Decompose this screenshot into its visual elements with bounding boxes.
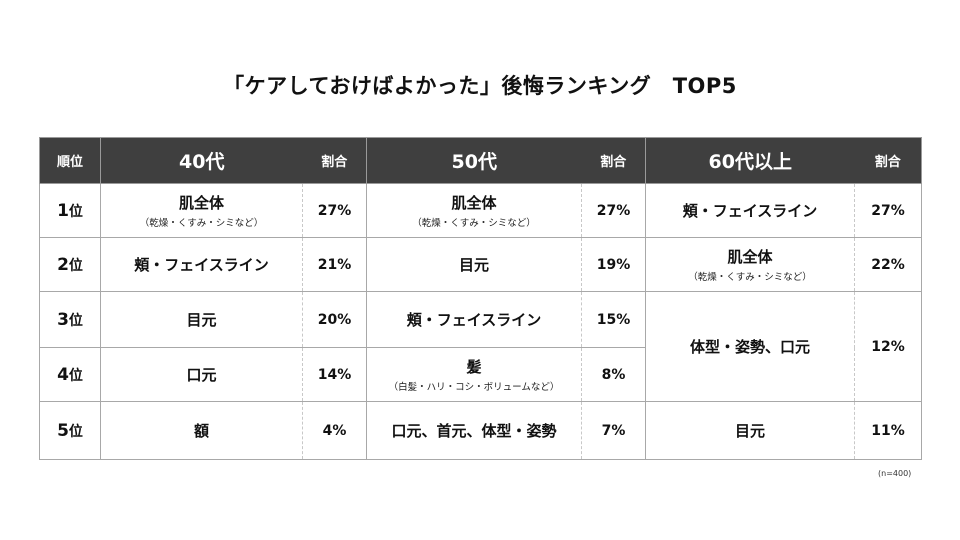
item-cell-60s: 肌全体 （乾燥・くすみ・シミなど） <box>645 237 855 292</box>
item-label: 肌全体 <box>451 194 497 212</box>
item-cell-40s: 額 <box>100 401 303 460</box>
item-cell-50s: 肌全体 （乾燥・くすみ・シミなど） <box>366 183 582 238</box>
item-label: 髪 <box>466 358 482 376</box>
item-label: 目元 <box>186 311 217 329</box>
item-label: 目元 <box>734 422 765 440</box>
rank-number: 5 <box>57 420 69 441</box>
rank-cell: 3位 <box>39 291 101 348</box>
pct-cell-40s: 20% <box>302 291 367 348</box>
item-label: 体型・姿勢、口元 <box>689 338 810 356</box>
rank-suffix: 位 <box>68 367 83 384</box>
item-cell-40s: 頬・フェイスライン <box>100 237 303 292</box>
pct-cell-50s: 15% <box>581 291 646 348</box>
item-sublabel: （乾燥・くすみ・シミなど） <box>688 272 812 283</box>
rank-number: 4 <box>57 364 69 385</box>
pct-cell-40s: 4% <box>302 401 367 460</box>
item-label: 口元、首元、体型・姿勢 <box>391 422 557 440</box>
sample-size-note: (n=400) <box>878 469 912 478</box>
pct-header-40s: 割合 <box>302 137 367 184</box>
pct-cell-50s: 8% <box>581 347 646 402</box>
pct-cell-40s: 14% <box>302 347 367 402</box>
rank-cell: 5位 <box>39 401 101 460</box>
rank-cell: 4位 <box>39 347 101 402</box>
rank-number: 3 <box>57 309 69 330</box>
item-cell-40s: 肌全体 （乾燥・くすみ・シミなど） <box>100 183 303 238</box>
item-cell-40s: 口元 <box>100 347 303 402</box>
pct-cell-60s-merged: 12% <box>854 291 922 402</box>
rank-suffix: 位 <box>68 423 83 440</box>
rank-header: 順位 <box>39 137 101 184</box>
item-cell-50s: 口元、首元、体型・姿勢 <box>366 401 582 460</box>
item-sublabel: （乾燥・くすみ・シミなど） <box>139 218 264 229</box>
item-cell-40s: 目元 <box>100 291 303 348</box>
item-label: 肌全体 <box>178 194 224 212</box>
item-cell-50s: 髪 （白髪・ハリ・コシ・ボリュームなど） <box>366 347 582 402</box>
item-cell-50s: 目元 <box>366 237 582 292</box>
pct-cell-60s: 11% <box>854 401 922 460</box>
rank-suffix: 位 <box>68 257 83 274</box>
rank-suffix: 位 <box>68 203 83 220</box>
item-label: 肌全体 <box>727 248 773 266</box>
age-40s-header: 40代 <box>100 137 303 184</box>
rank-cell: 2位 <box>39 237 101 292</box>
pct-cell-60s: 27% <box>854 183 922 238</box>
table-row: 1位 肌全体 （乾燥・くすみ・シミなど） 27% 肌全体 （乾燥・くすみ・シミなど）… <box>39 183 922 238</box>
item-cell-60s-merged: 体型・姿勢、口元 <box>645 291 855 402</box>
item-label: 目元 <box>458 256 489 274</box>
pct-cell-50s: 19% <box>581 237 646 292</box>
pct-cell-60s: 22% <box>854 237 922 292</box>
age-50s-header: 50代 <box>366 137 582 184</box>
table-row: 3位 目元 20% 頬・フェイスライン 15% 体型・姿勢、口元 12% <box>39 291 922 402</box>
pct-cell-40s: 27% <box>302 183 367 238</box>
rank-number: 2 <box>57 254 69 275</box>
table-row: 4位 口元 14% 髪 （白髪・ハリ・コシ・ボリュームなど） 8% <box>39 347 922 402</box>
pct-cell-40s: 21% <box>302 237 367 292</box>
item-sublabel: （乾燥・くすみ・シミなど） <box>412 218 536 229</box>
page-title: 「ケアしておけばよかった」後悔ランキング TOP5 <box>223 74 737 98</box>
item-cell-50s: 頬・フェイスライン <box>366 291 582 348</box>
item-sublabel: （白髪・ハリ・コシ・ボリュームなど） <box>388 382 560 393</box>
pct-cell-50s: 7% <box>581 401 646 460</box>
item-cell-60s: 目元 <box>645 401 855 460</box>
age-60s-header: 60代以上 <box>645 137 855 184</box>
item-label: 頬・フェイスライン <box>134 256 269 274</box>
pct-header-50s: 割合 <box>581 137 646 184</box>
item-label: 頬・フェイスライン <box>682 202 818 220</box>
table-row: 2位 頬・フェイスライン 21% 目元 19% 肌全体 （乾燥・くすみ・シミなど）… <box>39 237 922 292</box>
item-label: 口元 <box>186 366 217 384</box>
table-row: 5位 額 4% 口元、首元、体型・姿勢 7% 目元 11% <box>39 401 922 460</box>
rank-number: 1 <box>57 200 69 221</box>
rank-cell: 1位 <box>39 183 101 238</box>
header-row: 順位 40代 割合 50代 割合 60代以上 割合 <box>39 137 922 184</box>
ranking-table: 順位 40代 割合 50代 割合 60代以上 割合 1位 肌全体 （乾燥・くすみ・… <box>39 137 922 460</box>
item-label: 額 <box>193 422 209 440</box>
pct-cell-50s: 27% <box>581 183 646 238</box>
pct-header-60s: 割合 <box>854 137 922 184</box>
item-label: 頬・フェイスライン <box>406 311 542 329</box>
rank-suffix: 位 <box>68 312 83 329</box>
item-cell-60s: 頬・フェイスライン <box>645 183 855 238</box>
